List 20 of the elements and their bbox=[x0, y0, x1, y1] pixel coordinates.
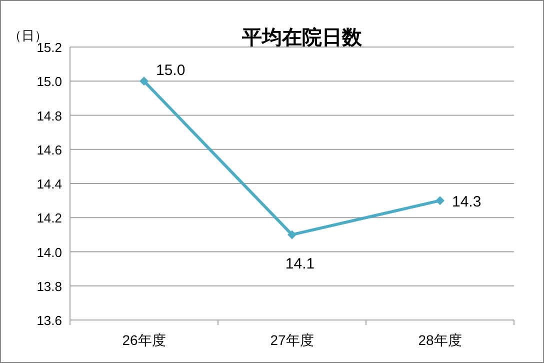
point bbox=[436, 196, 444, 206]
y-tick-label: 14.2 bbox=[36, 210, 62, 226]
y-tick-label: 14.8 bbox=[36, 108, 62, 124]
y-tick-label: 14.4 bbox=[36, 176, 62, 192]
y-tick-label: 15.0 bbox=[36, 74, 62, 90]
chart-title: 平均在院日数 bbox=[241, 26, 363, 49]
point bbox=[140, 76, 148, 86]
y-tick-label: 14.0 bbox=[36, 244, 62, 260]
x-tick-label: 26年度 bbox=[122, 332, 166, 348]
x-tick-label: 27年度 bbox=[270, 332, 314, 348]
y-tick-label: 15.2 bbox=[36, 40, 62, 55]
y-tick-label: 13.6 bbox=[36, 313, 62, 328]
y-tick-label: 13.8 bbox=[36, 278, 62, 294]
data-label: 15.0 bbox=[156, 62, 186, 80]
y-axis-title: （日） bbox=[8, 28, 48, 43]
x-tick-label: 28年度 bbox=[418, 332, 462, 348]
data-label: 14.1 bbox=[285, 256, 315, 273]
point bbox=[288, 230, 296, 240]
y-tick-label: 14.6 bbox=[36, 142, 62, 158]
data-label: 14.3 bbox=[452, 194, 482, 211]
